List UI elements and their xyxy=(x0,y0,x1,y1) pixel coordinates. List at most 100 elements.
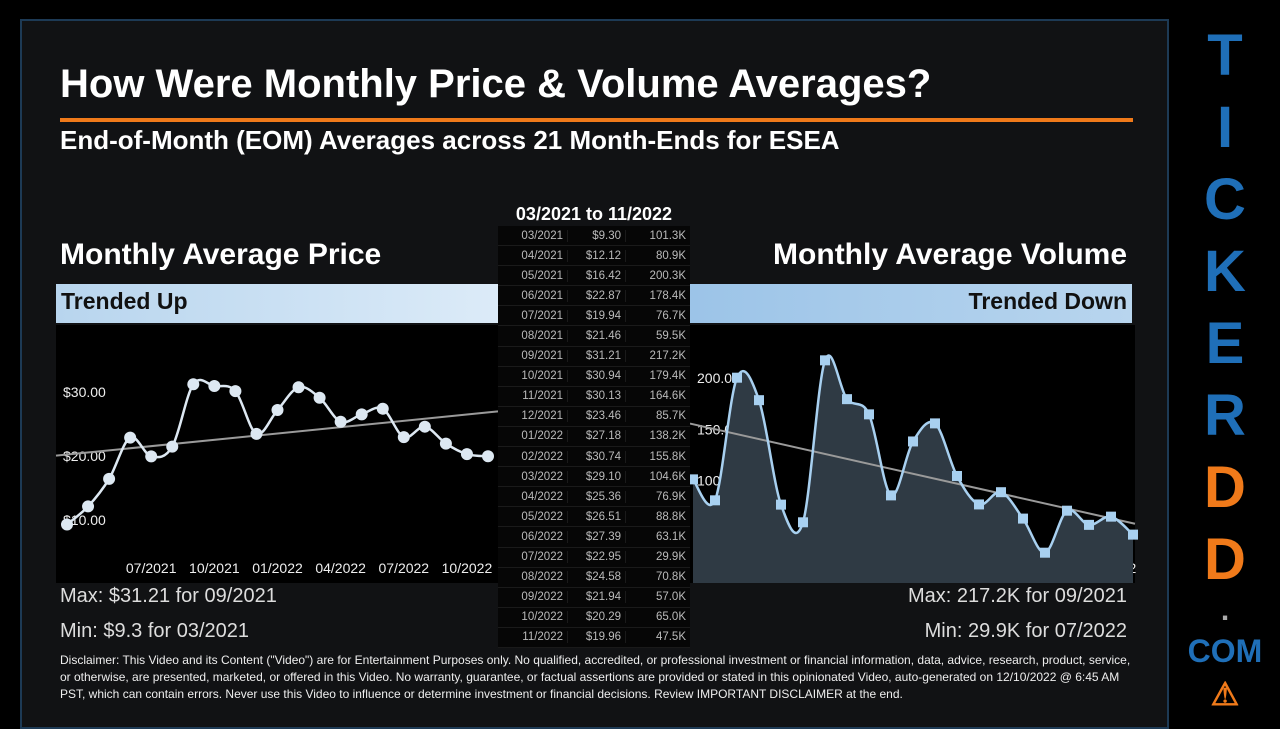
volume-cell: 76.9K xyxy=(655,490,686,503)
month-cell: 11/2021 xyxy=(498,390,568,403)
data-point xyxy=(166,440,179,453)
price-cell: $20.29 xyxy=(568,611,626,624)
volume-cell: 178.4K xyxy=(649,289,686,302)
data-point xyxy=(952,470,962,481)
brand-letter: I xyxy=(1216,95,1234,160)
table-row: 05/2021 $16.42 200.3K xyxy=(498,266,690,287)
brand-letter: C xyxy=(1204,167,1246,232)
volume-cell: 59.5K xyxy=(655,330,686,343)
price-cell: $30.94 xyxy=(568,370,626,383)
table-row: 02/2022 $30.74 155.8K xyxy=(498,447,690,468)
price-cell: $21.94 xyxy=(568,591,626,604)
x-tick-label: 10/2021 xyxy=(189,560,240,576)
data-point xyxy=(1018,513,1028,524)
data-point xyxy=(688,474,698,485)
y-tick-label: $30.00 xyxy=(63,384,106,400)
data-point xyxy=(1062,505,1072,516)
price-heading: Monthly Average Price xyxy=(60,238,382,271)
price-cell: $31.21 xyxy=(568,350,626,363)
volume-cell: 80.9K xyxy=(655,249,686,262)
data-point xyxy=(208,379,221,392)
data-point xyxy=(1106,511,1116,522)
x-tick-label: 07/2021 xyxy=(126,560,177,576)
volume-cell: 155.8K xyxy=(649,450,686,463)
data-point xyxy=(754,395,764,406)
data-point xyxy=(313,391,326,404)
volume-cell: 47.5K xyxy=(655,631,686,644)
table-row: 10/2022 $20.29 65.0K xyxy=(498,608,690,628)
data-point xyxy=(1084,519,1094,530)
month-cell: 01/2022 xyxy=(498,430,568,443)
data-point xyxy=(710,495,720,506)
data-point xyxy=(103,472,116,485)
volume-cell: 65.0K xyxy=(655,611,686,624)
x-tick-label: 04/2022 xyxy=(315,560,366,576)
trend-line xyxy=(55,410,499,457)
table-row: 09/2021 $31.21 217.2K xyxy=(498,347,690,367)
y-tick-label: $10.00 xyxy=(63,512,106,528)
volume-cell: 164.6K xyxy=(649,390,686,403)
price-cell: $27.39 xyxy=(568,530,626,543)
data-point xyxy=(864,409,874,420)
table-row: 03/2021 $9.30 101.3K xyxy=(498,226,690,247)
month-cell: 11/2022 xyxy=(498,631,568,644)
data-point xyxy=(187,378,200,391)
volume-cell: 104.6K xyxy=(649,470,686,483)
table-row: 07/2021 $19.94 76.7K xyxy=(498,306,690,327)
page-title: How Were Monthly Price & Volume Averages… xyxy=(60,62,932,106)
subtitle: End-of-Month (EOM) Averages across 21 Mo… xyxy=(60,125,840,155)
volume-trend-badge: Trended Down xyxy=(690,284,1132,323)
month-cell: 06/2021 xyxy=(498,289,568,302)
brand-letter: D xyxy=(1204,527,1246,592)
month-cell: 05/2021 xyxy=(498,269,568,282)
table-row: 03/2022 $29.10 104.6K xyxy=(498,467,690,488)
volume-cell: 138.2K xyxy=(649,430,686,443)
price-cell: $30.13 xyxy=(568,390,626,403)
month-cell: 09/2021 xyxy=(498,350,568,363)
month-cell: 06/2022 xyxy=(498,530,568,543)
data-point xyxy=(732,372,742,383)
brand-letter: K xyxy=(1204,239,1246,304)
data-point xyxy=(271,404,284,417)
data-point xyxy=(930,418,940,429)
data-point xyxy=(82,500,95,513)
data-point xyxy=(842,394,852,405)
data-point xyxy=(482,450,494,463)
data-point xyxy=(798,517,808,528)
month-cell: 10/2022 xyxy=(498,611,568,624)
price-cell: $25.36 xyxy=(568,490,626,503)
price-cell: $9.30 xyxy=(568,229,626,242)
data-point xyxy=(61,518,73,531)
volume-max: Max: 217.2K for 09/2021 xyxy=(907,585,1127,607)
data-point xyxy=(886,490,896,501)
data-point xyxy=(334,415,347,428)
table-row: 06/2021 $22.87 178.4K xyxy=(498,286,690,307)
volume-cell: 217.2K xyxy=(649,350,686,363)
table-row: 04/2022 $25.36 76.9K xyxy=(498,487,690,508)
price-max: Max: $31.21 for 09/2021 xyxy=(60,585,277,607)
price-cell: $23.46 xyxy=(568,410,626,423)
price-cell: $22.87 xyxy=(568,289,626,302)
table-row: 11/2021 $30.13 164.6K xyxy=(498,387,690,407)
table-row: 08/2022 $24.58 70.8K xyxy=(498,568,690,588)
volume-cell: 88.8K xyxy=(655,510,686,523)
title-divider xyxy=(60,118,1133,122)
price-cell: $26.51 xyxy=(568,510,626,523)
table-row: 05/2022 $26.51 88.8K xyxy=(498,507,690,528)
price-plot-area xyxy=(56,325,498,583)
data-point xyxy=(439,437,452,450)
table-row: 10/2021 $30.94 179.4K xyxy=(498,367,690,387)
table-row: 07/2022 $22.95 29.9K xyxy=(498,548,690,568)
volume-cell: 85.7K xyxy=(655,410,686,423)
month-cell: 04/2021 xyxy=(498,249,568,262)
volume-chart: 50.0K100.0K150.0K200.0K07/202110/202101/… xyxy=(688,354,1138,583)
price-cell: $22.95 xyxy=(568,551,626,564)
table-row: 09/2022 $21.94 57.0K xyxy=(498,588,690,608)
volume-cell: 70.8K xyxy=(655,571,686,584)
price-cell: $21.46 xyxy=(568,330,626,343)
price-cell: $12.12 xyxy=(568,249,626,262)
data-point xyxy=(292,381,305,394)
month-cell: 04/2022 xyxy=(498,490,568,503)
